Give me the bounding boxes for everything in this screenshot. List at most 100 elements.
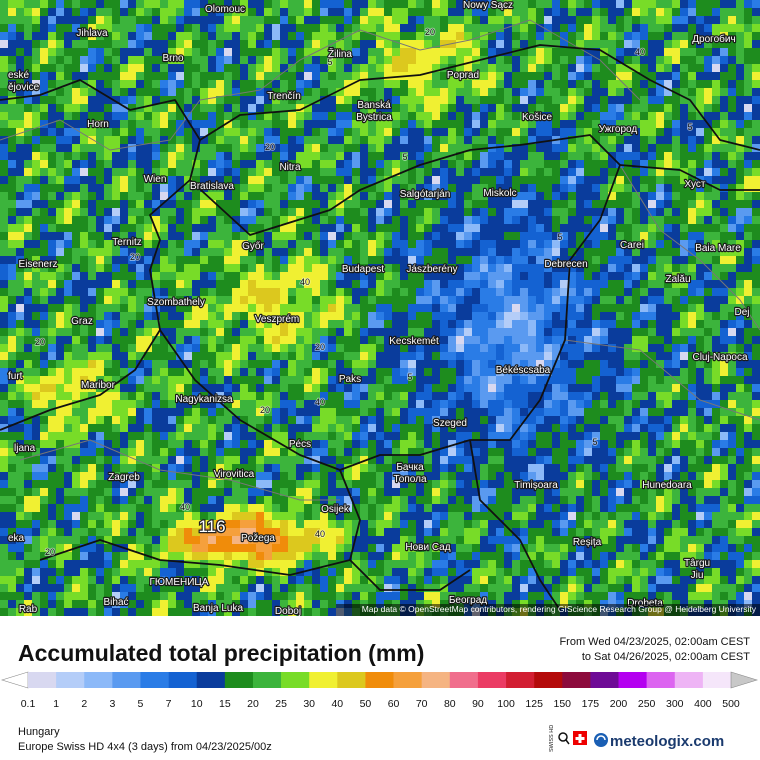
- field-cell: [408, 296, 416, 304]
- field-cell: [736, 32, 744, 40]
- field-cell: [352, 264, 360, 272]
- field-cell: [16, 304, 24, 312]
- field-cell: [480, 296, 488, 304]
- field-cell: [160, 264, 168, 272]
- field-cell: [456, 88, 464, 96]
- field-cell: [224, 320, 232, 328]
- field-cell: [480, 32, 488, 40]
- field-cell: [16, 184, 24, 192]
- field-cell: [224, 312, 232, 320]
- field-cell: [616, 328, 624, 336]
- field-cell: [128, 160, 136, 168]
- field-cell: [728, 176, 736, 184]
- field-cell: [368, 184, 376, 192]
- field-cell: [704, 368, 712, 376]
- field-cell: [472, 256, 480, 264]
- field-cell: [16, 288, 24, 296]
- field-cell: [456, 312, 464, 320]
- field-cell: [96, 184, 104, 192]
- field-cell: [688, 280, 696, 288]
- field-cell: [696, 224, 704, 232]
- field-cell: [504, 344, 512, 352]
- field-cell: [488, 168, 496, 176]
- field-cell: [16, 192, 24, 200]
- field-cell: [72, 208, 80, 216]
- field-cell: [128, 32, 136, 40]
- field-cell: [632, 136, 640, 144]
- field-cell: [392, 0, 400, 8]
- field-cell: [560, 400, 568, 408]
- field-cell: [72, 232, 80, 240]
- field-cell: [328, 192, 336, 200]
- field-cell: [64, 152, 72, 160]
- field-cell: [680, 392, 688, 400]
- field-cell: [272, 96, 280, 104]
- field-cell: [528, 392, 536, 400]
- field-cell: [712, 304, 720, 312]
- field-cell: [456, 416, 464, 424]
- field-cell: [32, 0, 40, 8]
- field-cell: [680, 280, 688, 288]
- field-cell: [320, 360, 328, 368]
- field-cell: [384, 312, 392, 320]
- field-cell: [8, 104, 16, 112]
- field-cell: [24, 120, 32, 128]
- field-cell: [56, 72, 64, 80]
- field-cell: [424, 88, 432, 96]
- field-cell: [368, 368, 376, 376]
- field-cell: [736, 256, 744, 264]
- field-cell: [672, 216, 680, 224]
- field-cell: [280, 32, 288, 40]
- field-cell: [0, 168, 8, 176]
- field-cell: [520, 344, 528, 352]
- field-cell: [680, 400, 688, 408]
- field-cell: [168, 56, 176, 64]
- field-cell: [712, 96, 720, 104]
- field-cell: [0, 240, 8, 248]
- field-cell: [616, 120, 624, 128]
- field-cell: [96, 280, 104, 288]
- field-cell: [128, 304, 136, 312]
- field-cell: [744, 352, 752, 360]
- field-cell: [752, 376, 760, 384]
- field-cell: [176, 48, 184, 56]
- field-cell: [224, 272, 232, 280]
- field-cell: [8, 400, 16, 408]
- field-cell: [240, 72, 248, 80]
- field-cell: [32, 128, 40, 136]
- field-cell: [400, 8, 408, 16]
- field-cell: [720, 408, 728, 416]
- field-cell: [48, 296, 56, 304]
- field-cell: [752, 312, 760, 320]
- field-cell: [216, 72, 224, 80]
- field-cell: [0, 80, 8, 88]
- field-cell: [552, 248, 560, 256]
- field-cell: [336, 208, 344, 216]
- field-cell: [744, 8, 752, 16]
- field-cell: [424, 288, 432, 296]
- field-cell: [352, 416, 360, 424]
- field-cell: [544, 248, 552, 256]
- field-cell: [120, 192, 128, 200]
- field-cell: [240, 48, 248, 56]
- field-cell: [600, 344, 608, 352]
- field-cell: [360, 56, 368, 64]
- field-cell: [216, 144, 224, 152]
- field-cell: [400, 368, 408, 376]
- field-cell: [576, 336, 584, 344]
- field-cell: [512, 104, 520, 112]
- field-cell: [728, 272, 736, 280]
- field-cell: [112, 112, 120, 120]
- field-cell: [584, 400, 592, 408]
- field-cell: [240, 208, 248, 216]
- field-cell: [200, 88, 208, 96]
- field-cell: [184, 224, 192, 232]
- field-cell: [80, 352, 88, 360]
- field-cell: [576, 312, 584, 320]
- field-cell: [488, 256, 496, 264]
- field-cell: [512, 112, 520, 120]
- field-cell: [536, 240, 544, 248]
- field-cell: [384, 32, 392, 40]
- field-cell: [208, 376, 216, 384]
- field-cell: [328, 312, 336, 320]
